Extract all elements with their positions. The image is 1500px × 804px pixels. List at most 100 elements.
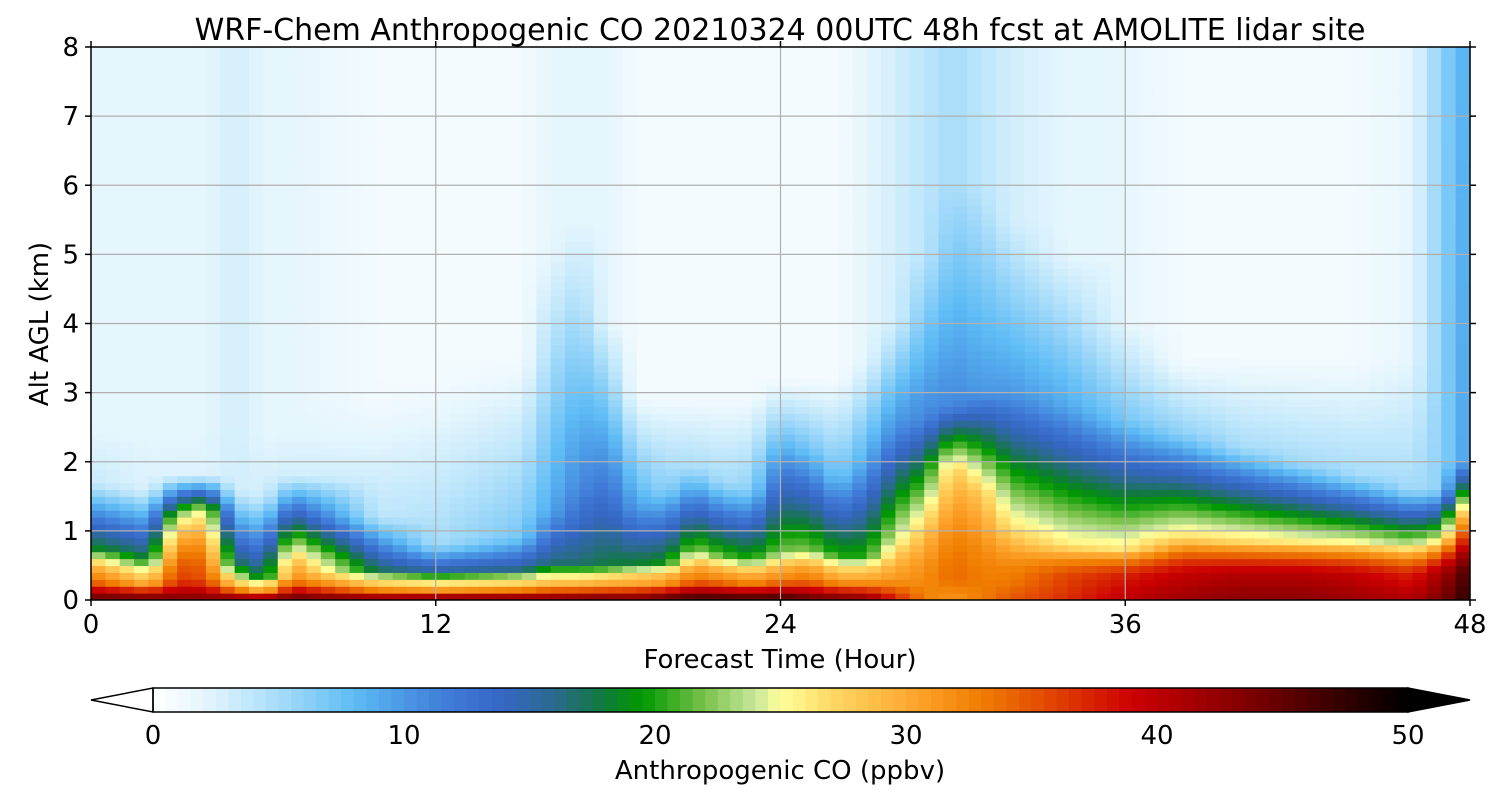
co-field-cell bbox=[435, 309, 451, 318]
co-field-cell bbox=[450, 81, 466, 90]
co-field-cell bbox=[335, 288, 351, 297]
co-field-cell bbox=[134, 240, 150, 249]
co-field-cell bbox=[938, 593, 954, 600]
co-field-cell bbox=[320, 95, 336, 103]
co-field-cell bbox=[91, 185, 106, 193]
co-field-cell bbox=[91, 351, 106, 359]
co-field-cell bbox=[881, 565, 897, 573]
co-field-cell bbox=[234, 178, 250, 186]
co-field-cell bbox=[694, 226, 710, 235]
co-field-cell bbox=[234, 461, 250, 470]
co-field-cell bbox=[320, 178, 336, 186]
co-field-cell bbox=[737, 358, 753, 366]
co-field-cell bbox=[536, 268, 552, 276]
co-field-cell bbox=[794, 205, 810, 214]
co-field-cell bbox=[694, 579, 710, 587]
co-field-cell bbox=[335, 309, 351, 318]
co-field-cell bbox=[909, 247, 925, 255]
co-field-cell bbox=[177, 212, 193, 221]
co-field-cell bbox=[909, 454, 925, 463]
co-field-cell bbox=[694, 295, 710, 304]
co-field-cell bbox=[507, 482, 523, 490]
co-field-cell bbox=[579, 351, 595, 359]
co-field-cell bbox=[464, 351, 480, 359]
co-field-cell bbox=[952, 157, 968, 166]
co-field-cell bbox=[292, 454, 308, 463]
co-field-cell bbox=[162, 88, 178, 96]
co-field-cell bbox=[407, 468, 422, 477]
co-field-cell bbox=[751, 212, 767, 221]
co-field-cell bbox=[593, 212, 609, 221]
co-field-cell bbox=[895, 447, 911, 456]
co-field-cell bbox=[464, 47, 480, 55]
co-field-cell bbox=[407, 420, 422, 428]
co-field-cell bbox=[306, 537, 322, 546]
co-field-cell bbox=[550, 454, 566, 463]
co-field-cell bbox=[895, 136, 911, 145]
co-field-cell bbox=[852, 565, 868, 573]
co-field-cell bbox=[708, 192, 724, 200]
co-field-cell bbox=[852, 537, 868, 546]
co-field-cell bbox=[134, 378, 150, 387]
co-field-cell bbox=[622, 517, 638, 525]
co-field-cell bbox=[852, 254, 868, 262]
co-field-cell bbox=[363, 496, 379, 504]
co-field-cell bbox=[967, 434, 983, 442]
co-field-cell bbox=[407, 233, 422, 242]
co-field-cell bbox=[349, 406, 365, 414]
co-field-cell bbox=[636, 295, 652, 304]
co-field-cell bbox=[895, 261, 911, 269]
co-field-cell bbox=[464, 178, 480, 186]
co-field-cell bbox=[220, 468, 236, 477]
co-field-cell bbox=[837, 454, 853, 463]
co-field-cell bbox=[277, 420, 293, 428]
co-field-cell bbox=[924, 240, 940, 249]
co-field-cell bbox=[895, 219, 911, 228]
co-field-cell bbox=[378, 475, 394, 484]
co-field-cell bbox=[651, 219, 667, 228]
co-field-cell bbox=[335, 510, 351, 518]
co-field-cell bbox=[335, 441, 351, 449]
co-field-cell bbox=[924, 337, 940, 345]
co-field-cell bbox=[608, 572, 624, 580]
co-field-cell bbox=[493, 268, 509, 276]
co-field-cell bbox=[809, 572, 825, 580]
co-field-cell bbox=[723, 496, 738, 504]
co-field-cell bbox=[723, 406, 738, 414]
co-field-cell bbox=[464, 323, 480, 332]
co-field-cell bbox=[751, 247, 767, 255]
co-field-cell bbox=[435, 413, 451, 421]
co-field-cell bbox=[622, 226, 638, 235]
co-field-cell bbox=[636, 240, 652, 249]
co-field-cell bbox=[881, 212, 897, 221]
co-field-cell bbox=[622, 316, 638, 325]
co-field-cell bbox=[148, 413, 164, 421]
co-field-cell bbox=[536, 530, 552, 539]
co-field-cell bbox=[708, 240, 724, 249]
co-field-cell bbox=[220, 337, 236, 345]
co-field-cell bbox=[852, 392, 868, 401]
co-field-cell bbox=[421, 123, 437, 131]
co-field-cell bbox=[134, 288, 150, 297]
co-field-cell bbox=[895, 537, 911, 546]
co-field-cell bbox=[694, 454, 710, 463]
co-field-cell bbox=[191, 572, 207, 580]
co-field-cell bbox=[536, 88, 552, 96]
co-field-cell bbox=[593, 385, 609, 394]
co-field-cell bbox=[636, 427, 652, 435]
co-field-cell bbox=[651, 199, 667, 207]
co-field-cell bbox=[277, 205, 293, 214]
co-field-cell bbox=[823, 157, 839, 166]
co-field-cell bbox=[435, 330, 451, 338]
co-field-cell bbox=[119, 185, 135, 193]
co-field-cell bbox=[335, 74, 351, 83]
co-field-cell bbox=[335, 447, 351, 456]
co-field-cell bbox=[493, 537, 509, 546]
co-field-cell bbox=[723, 371, 738, 380]
co-field-cell bbox=[306, 67, 322, 76]
co-field-cell bbox=[335, 565, 351, 573]
co-field-cell bbox=[134, 123, 150, 131]
co-field-cell bbox=[837, 489, 853, 497]
co-field-cell bbox=[837, 392, 853, 401]
co-field-cell bbox=[579, 295, 595, 304]
